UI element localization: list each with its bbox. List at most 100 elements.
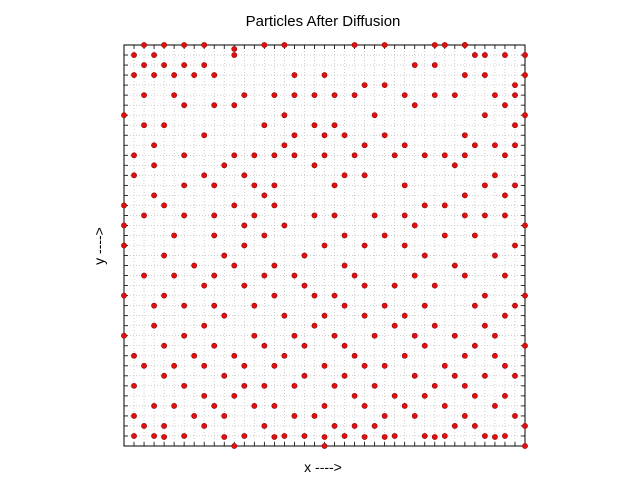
particle-point	[201, 362, 208, 369]
particle-point	[401, 402, 408, 409]
particle-point	[461, 413, 468, 419]
particle-point	[141, 122, 147, 129]
particle-point	[261, 342, 268, 349]
particle-point	[191, 72, 198, 78]
particle-point	[502, 312, 508, 319]
particle-point	[311, 162, 318, 169]
particle-point	[492, 402, 498, 409]
particle-point	[161, 342, 167, 349]
particle-point	[121, 202, 127, 209]
particle-point	[331, 332, 338, 339]
particle-point	[512, 142, 518, 149]
particle-point	[321, 242, 328, 249]
particle-point	[271, 152, 278, 159]
particle-point	[201, 282, 208, 289]
particle-point	[471, 142, 478, 149]
particle-point	[131, 382, 137, 389]
particle-point	[351, 352, 358, 359]
particle-point	[291, 132, 298, 139]
particle-point	[201, 392, 208, 399]
particle-point	[502, 212, 508, 219]
particle-point	[461, 72, 468, 78]
particle-point	[461, 272, 468, 279]
particle-point	[371, 212, 378, 219]
particle-point	[361, 172, 368, 179]
particle-point	[512, 242, 518, 249]
particle-point	[211, 302, 218, 309]
particle-point	[381, 362, 388, 369]
particle-point	[441, 202, 448, 209]
particle-point	[321, 132, 328, 139]
particle-point	[251, 152, 258, 159]
particle-point	[261, 423, 268, 429]
particle-point	[271, 434, 278, 440]
particle-point	[251, 212, 258, 219]
particle-point	[171, 272, 178, 279]
particle-point	[381, 42, 388, 48]
particle-point	[241, 433, 248, 439]
particle-point	[151, 302, 157, 309]
particle-point	[241, 382, 248, 389]
particle-point	[471, 302, 478, 309]
particle-point	[151, 192, 157, 199]
particle-point	[502, 52, 508, 58]
particle-point	[211, 232, 218, 239]
particle-point	[181, 212, 188, 219]
particle-point	[171, 232, 178, 239]
particle-point	[301, 372, 308, 379]
particle-point	[231, 152, 238, 159]
particle-point	[201, 322, 208, 329]
particle-point	[161, 292, 167, 299]
particle-point	[411, 272, 418, 279]
particle-point	[341, 132, 348, 139]
particle-point	[191, 413, 198, 419]
particle-point	[401, 142, 408, 149]
particle-point	[181, 182, 188, 189]
particle-point	[492, 92, 498, 99]
particle-point	[271, 292, 278, 299]
particle-point	[502, 362, 508, 369]
particle-point	[211, 102, 218, 109]
particle-point	[241, 282, 248, 289]
particle-point	[381, 434, 388, 440]
particle-point	[281, 433, 288, 439]
particle-point	[421, 433, 428, 439]
particle-point	[411, 62, 418, 68]
particle-point	[291, 92, 298, 99]
particle-point	[231, 52, 238, 58]
particle-point	[401, 312, 408, 319]
particle-point	[311, 322, 318, 329]
particle-point	[201, 423, 208, 429]
particle-point	[512, 413, 518, 419]
particle-point	[271, 92, 278, 99]
particle-point	[481, 372, 488, 379]
particle-point	[181, 433, 188, 439]
particle-point	[301, 342, 308, 349]
particle-point	[241, 172, 248, 179]
particle-point	[121, 242, 127, 249]
particle-point	[321, 152, 328, 159]
particle-point	[522, 222, 528, 229]
particle-point	[471, 392, 478, 399]
particle-point	[492, 352, 498, 359]
particle-point	[371, 423, 378, 429]
particle-point	[241, 362, 248, 369]
particle-point	[221, 434, 228, 440]
particle-point	[441, 152, 448, 159]
particle-point	[291, 152, 298, 159]
particle-point	[512, 372, 518, 379]
particle-point	[191, 262, 198, 269]
particle-point	[301, 252, 308, 259]
particle-point	[421, 252, 428, 259]
particle-point	[311, 92, 318, 99]
particle-point	[291, 272, 298, 279]
particle-point	[522, 443, 528, 449]
particle-point	[121, 332, 127, 339]
particle-point	[421, 202, 428, 209]
particle-point	[381, 132, 388, 139]
particle-point	[401, 92, 408, 99]
particle-point	[401, 352, 408, 359]
particle-point	[381, 302, 388, 309]
particle-point	[341, 342, 348, 349]
